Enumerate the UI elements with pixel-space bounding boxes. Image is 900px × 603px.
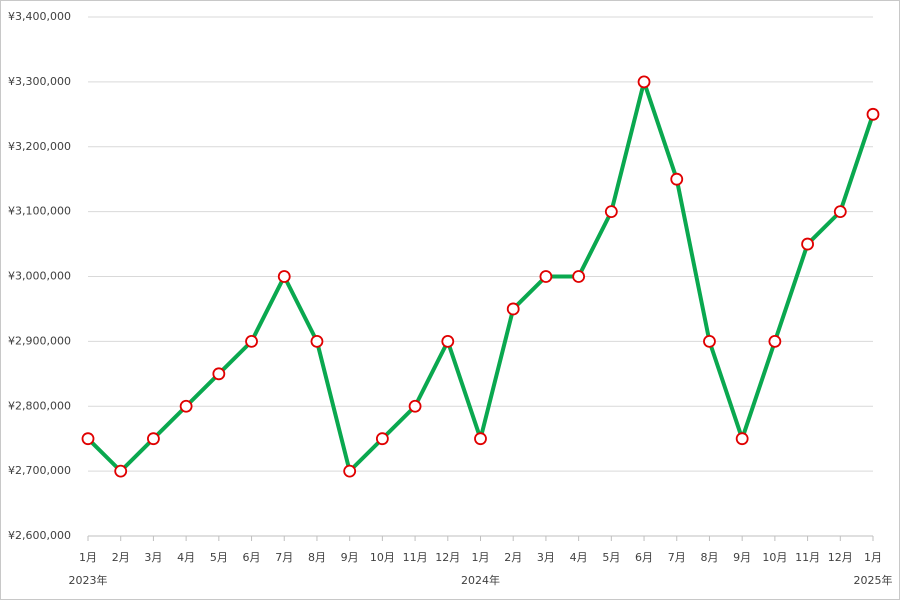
- x-tick-label: 6月: [635, 551, 653, 564]
- x-tick-label: 3月: [537, 551, 555, 564]
- y-tick-label: ¥2,700,000: [8, 464, 71, 477]
- marker: [572, 270, 586, 283]
- marker: [408, 399, 422, 413]
- marker: [801, 237, 814, 251]
- marker: [179, 399, 193, 413]
- y-tick-label: ¥3,200,000: [8, 140, 71, 153]
- year-label: 2023年: [69, 573, 108, 587]
- x-tick-label: 11月: [795, 551, 820, 564]
- marker: [768, 334, 782, 348]
- y-tick-label: ¥3,100,000: [8, 205, 71, 218]
- year-label: 2025年: [854, 573, 893, 587]
- x-tick-label: 9月: [341, 551, 359, 564]
- x-tick-label: 5月: [602, 551, 620, 564]
- x-tick-label: 7月: [668, 551, 686, 564]
- x-tick-label: 8月: [700, 551, 718, 564]
- marker: [343, 464, 357, 478]
- x-tick-label: 9月: [733, 551, 751, 564]
- marker: [604, 205, 618, 219]
- y-tick-label: ¥2,800,000: [8, 399, 71, 412]
- marker: [833, 205, 847, 219]
- marker: [506, 302, 520, 316]
- marker: [147, 432, 160, 446]
- marker: [441, 334, 455, 348]
- x-tick-label: 3月: [144, 551, 162, 564]
- y-tick-label: ¥3,300,000: [8, 75, 71, 88]
- x-tick-label: 1月: [79, 551, 97, 564]
- marker: [212, 367, 226, 381]
- x-tick-label: 10月: [370, 551, 395, 564]
- year-label: 2024年: [461, 573, 500, 587]
- marker: [81, 432, 95, 446]
- x-tick-label: 1月: [472, 551, 490, 564]
- x-tick-label: 7月: [275, 551, 293, 564]
- y-tick-label: ¥2,900,000: [8, 334, 71, 347]
- x-tick-label: 1月: [864, 551, 882, 564]
- marker: [735, 432, 749, 446]
- x-tick-label: 12月: [435, 551, 460, 564]
- marker: [114, 464, 128, 478]
- x-tick-label: 12月: [828, 551, 853, 564]
- marker: [539, 270, 553, 283]
- x-tick-label: 4月: [570, 551, 588, 564]
- marker: [310, 334, 324, 348]
- x-tick-label: 5月: [210, 551, 228, 564]
- x-tick-label: 10月: [762, 551, 787, 564]
- marker: [703, 334, 716, 348]
- marker: [637, 75, 651, 89]
- x-tick-label: 4月: [177, 551, 195, 564]
- x-tick-label: 8月: [308, 551, 326, 564]
- marker: [670, 172, 684, 186]
- y-tick-label: ¥3,400,000: [8, 10, 71, 23]
- marker: [245, 334, 258, 348]
- marker: [866, 107, 880, 121]
- x-tick-label: 6月: [243, 551, 261, 564]
- y-tick-label: ¥3,000,000: [8, 270, 71, 283]
- marker: [474, 432, 487, 446]
- x-tick-label: 2月: [504, 551, 522, 564]
- y-tick-label: ¥2,600,000: [8, 529, 71, 542]
- x-tick-label: 11月: [403, 551, 428, 564]
- x-tick-label: 2月: [112, 551, 130, 564]
- marker: [277, 270, 291, 283]
- marker: [375, 432, 389, 446]
